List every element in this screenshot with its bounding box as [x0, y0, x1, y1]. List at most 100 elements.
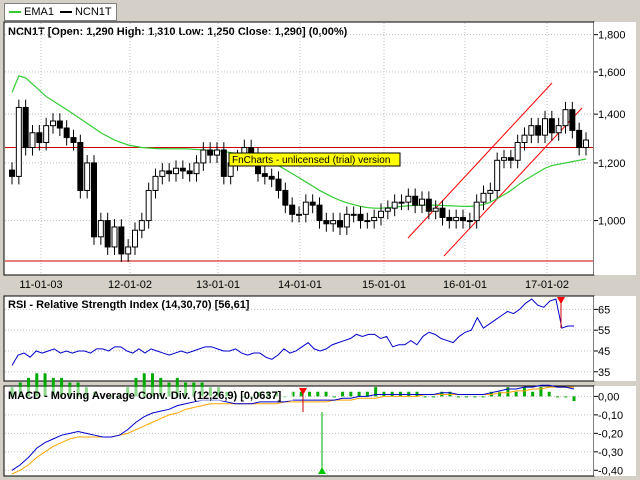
legend-item-price: NCN1T: [59, 6, 112, 18]
legend: EMA1 NCN1T: [4, 3, 117, 21]
candle-body: [97, 220, 104, 238]
candle-body: [507, 157, 514, 161]
rsi-line: [11, 298, 574, 366]
candle-body: [583, 139, 589, 148]
trend-line-upper: [407, 82, 553, 239]
candle-body: [173, 167, 179, 175]
candle-body: [555, 125, 562, 134]
macd-hist-bar: [365, 391, 369, 397]
candle-body: [466, 220, 473, 223]
candle-body: [384, 207, 391, 212]
candle-body: [460, 216, 466, 222]
macd-hist-bar: [514, 391, 518, 397]
macd-hist-bar: [308, 391, 312, 397]
price-tick-label: 1,000: [598, 216, 626, 228]
candle-body: [337, 220, 343, 228]
macd-hist-bar: [349, 391, 353, 397]
candle-body: [514, 142, 521, 161]
candle-body: [214, 149, 220, 156]
candle-body: [193, 162, 200, 175]
candle-body: [104, 220, 111, 248]
ema-line: [11, 75, 587, 209]
candle-body: [576, 129, 583, 148]
candle-body: [412, 195, 419, 206]
candle-body: [186, 170, 193, 175]
candle-body: [275, 178, 282, 191]
macd-hist-bar: [531, 391, 535, 397]
price-tick-label: 1,800: [598, 30, 626, 42]
candle-body: [309, 201, 316, 206]
macd-hist-bar: [142, 373, 146, 397]
candle-body: [487, 189, 494, 194]
candle-body: [77, 142, 84, 191]
rsi-tick-label: 65: [598, 304, 610, 316]
rsi-grid: [5, 308, 593, 373]
x-tick-label: 13-01-01: [196, 279, 240, 291]
candle-body: [446, 216, 453, 222]
macd-hist-bar: [316, 391, 320, 397]
rsi-polyline: [11, 298, 574, 366]
macd-hist-bar: [547, 391, 551, 397]
candle-body: [501, 157, 507, 161]
candle-body: [166, 170, 173, 175]
candles: [9, 99, 589, 262]
legend-swatch-price: [59, 11, 72, 14]
candle-body: [569, 109, 576, 131]
candle-body: [43, 125, 50, 144]
x-tick-label: 15-01-01: [362, 279, 406, 291]
candle-body: [132, 229, 138, 248]
candle-body: [268, 175, 275, 180]
candle-body: [296, 213, 302, 216]
candle-body: [9, 169, 15, 177]
legend-label-price: NCN1T: [74, 6, 112, 18]
candle-body: [159, 170, 166, 177]
macd-hist-bar: [555, 396, 559, 398]
macd-buy-marker: [318, 467, 326, 474]
candle-body: [50, 120, 56, 127]
watermark-text: FnCharts - unlicensed (trial) version: [232, 155, 390, 166]
macd-hist-bar: [423, 396, 427, 398]
ema-polyline: [11, 75, 587, 209]
macd-hist-bar: [522, 387, 526, 397]
macd-grid: [5, 395, 593, 471]
candle-body: [56, 120, 63, 129]
candle-body: [29, 132, 36, 148]
macd-hist-bar: [332, 396, 336, 398]
price-axis-area: [594, 22, 636, 275]
legend-label-ema: EMA1: [24, 6, 54, 18]
macd-hist-bar: [357, 391, 361, 397]
macd-sell-marker: [299, 388, 307, 395]
candle-body: [282, 189, 289, 206]
candle-body: [118, 226, 125, 255]
macd-hist-bar: [498, 391, 502, 397]
x-tick-label: 17-01-02: [525, 279, 569, 291]
macd-hist-bar: [43, 373, 47, 397]
rsi-y-ticks: 65 55 45 35: [594, 304, 610, 379]
rsi-tick-label: 55: [598, 325, 610, 337]
candle-body: [562, 109, 569, 127]
candle-body: [152, 175, 159, 191]
candle-body: [371, 216, 378, 222]
candle-body: [494, 159, 501, 191]
candle-body: [473, 201, 480, 222]
macd-tick-label: -0,20: [598, 428, 623, 440]
candle-body: [528, 125, 535, 136]
candle-body: [207, 149, 214, 156]
macd-tick-label: 0,00: [598, 391, 619, 403]
price-levels: [5, 146, 593, 262]
price-y-ticks: 1,800 1,600 1,400 1,200 1,000: [594, 30, 626, 228]
candle-body: [22, 106, 29, 148]
macd-hist-bar: [341, 391, 345, 397]
candle-body: [220, 149, 227, 177]
candle-body: [289, 204, 296, 215]
x-ticks: 11-01-03 12-01-02 13-01-01 14-01-01 15-01-01…: [19, 279, 569, 291]
macd-hist-bar: [465, 396, 469, 398]
rsi-header: RSI - Relative Strength Index (14,30,70)…: [8, 299, 250, 311]
rsi-axis-area: [594, 296, 636, 381]
candle-body: [350, 213, 357, 216]
legend-swatch-ema: [9, 11, 21, 14]
x-tick-label: 12-01-02: [108, 279, 152, 291]
candle-body: [70, 137, 77, 144]
price-tick-label: 1,200: [598, 158, 626, 170]
candle-body: [343, 213, 350, 228]
